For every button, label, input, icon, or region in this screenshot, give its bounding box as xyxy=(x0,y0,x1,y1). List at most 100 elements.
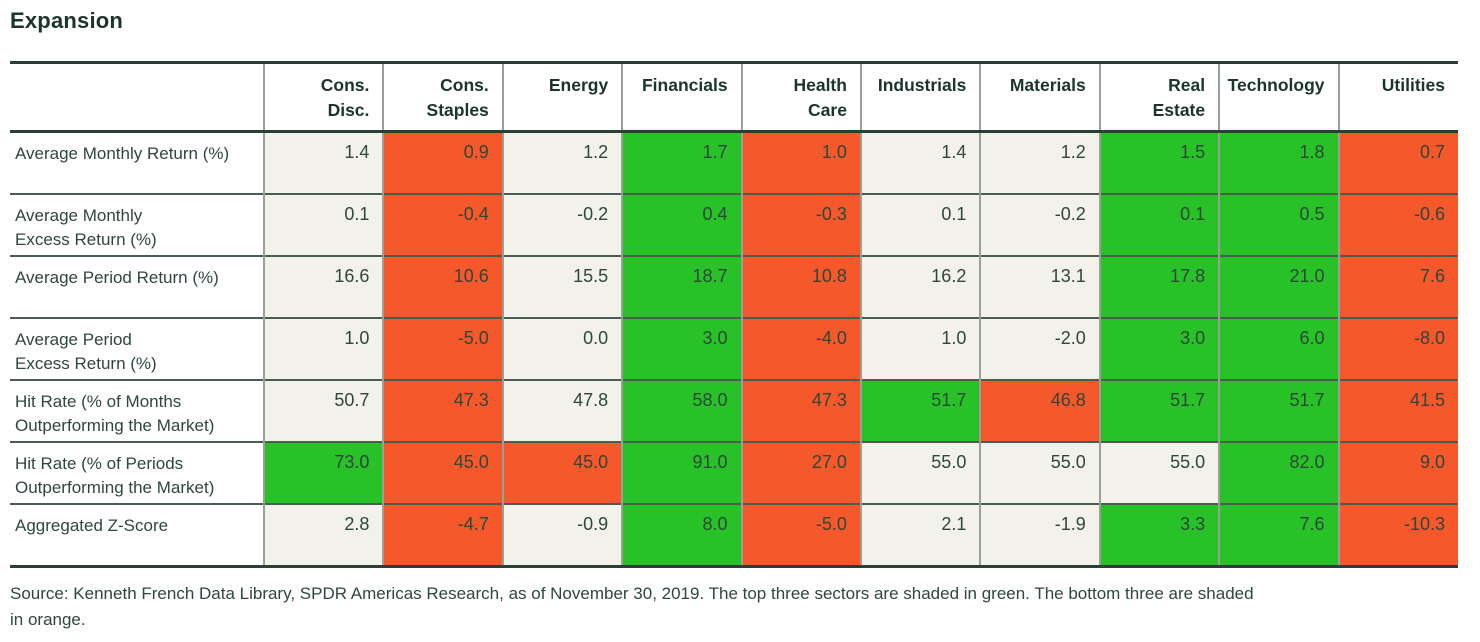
value-cell: 1.0 xyxy=(262,317,384,380)
value-cell: 55.0 xyxy=(979,441,1100,504)
table-row: Average Period Return (%) 16.6 10.6 15.5 18.… xyxy=(10,255,1458,318)
value-cell: 47.3 xyxy=(740,379,861,442)
column-header: Materials xyxy=(979,62,1100,133)
value-cell: 16.2 xyxy=(859,255,981,318)
row-label: Average Period Excess Return (%) xyxy=(10,317,264,380)
column-header: Real Estate xyxy=(1098,62,1220,133)
value-cell: 55.0 xyxy=(859,441,981,504)
value-cell: 18.7 xyxy=(621,255,742,318)
table-row: Average Monthly Return (%) 1.4 0.9 1.2 1.7 1.… xyxy=(10,131,1458,194)
value-cell: 1.7 xyxy=(621,131,742,194)
value-cell: -0.6 xyxy=(1337,193,1458,256)
value-cell: 0.5 xyxy=(1218,193,1339,256)
value-cell: 45.0 xyxy=(382,441,503,504)
table-row: Average Period Excess Return (%) 1.0 -5.0 0… xyxy=(10,317,1458,380)
column-header: Financials xyxy=(621,62,742,133)
value-cell: -0.9 xyxy=(501,503,623,567)
value-cell: 58.0 xyxy=(621,379,742,442)
value-cell: 1.0 xyxy=(859,317,981,380)
value-cell: 6.0 xyxy=(1218,317,1339,380)
value-cell: 0.7 xyxy=(1337,131,1458,194)
value-cell: 82.0 xyxy=(1218,441,1339,504)
value-cell: 3.0 xyxy=(621,317,742,380)
value-cell: 1.4 xyxy=(859,131,981,194)
column-header: Utilities xyxy=(1337,62,1458,133)
value-cell: 13.1 xyxy=(979,255,1100,318)
value-cell: -2.0 xyxy=(979,317,1100,380)
value-cell: -0.2 xyxy=(979,193,1100,256)
value-cell: 0.1 xyxy=(1098,193,1220,256)
value-cell: 0.9 xyxy=(382,131,503,194)
table-row: Hit Rate (% of Periods Outperforming the… xyxy=(10,441,1458,504)
value-cell: 47.8 xyxy=(501,379,623,442)
source-note: Source: Kenneth French Data Library, SPD… xyxy=(10,584,1254,629)
value-cell: 1.2 xyxy=(501,131,623,194)
value-cell: 0.1 xyxy=(859,193,981,256)
value-cell: -5.0 xyxy=(740,503,861,567)
value-cell: 41.5 xyxy=(1337,379,1458,442)
column-header: Cons. Disc. xyxy=(262,62,384,133)
value-cell: 91.0 xyxy=(621,441,742,504)
table-row: Average Monthly Excess Return (%) 0.1 -0.4… xyxy=(10,193,1458,256)
column-header: Industrials xyxy=(859,62,981,133)
table-row: Aggregated Z-Score 2.8 -4.7 -0.9 8.0 -5.0 2.1-… xyxy=(10,503,1458,567)
value-cell: 7.6 xyxy=(1337,255,1458,318)
value-cell: 2.8 xyxy=(262,503,384,567)
table-header: Cons. Disc. Cons. Staples Energy Financials… xyxy=(10,62,1458,133)
table-row: Hit Rate (% of Months Outperforming the … xyxy=(10,379,1458,442)
value-cell: 45.0 xyxy=(501,441,623,504)
value-cell: -5.0 xyxy=(382,317,503,380)
row-label: Average Monthly Return (%) xyxy=(10,131,264,194)
column-header: Cons. Staples xyxy=(382,62,503,133)
value-cell: 8.0 xyxy=(621,503,742,567)
value-cell: 9.0 xyxy=(1337,441,1458,504)
value-cell: 46.8 xyxy=(979,379,1100,442)
value-cell: 1.8 xyxy=(1218,131,1339,194)
table-body: Average Monthly Return (%) 1.4 0.9 1.2 1.7 1.… xyxy=(10,131,1458,567)
value-cell: 0.0 xyxy=(501,317,623,380)
value-cell: 1.0 xyxy=(740,131,861,194)
value-cell: 10.6 xyxy=(382,255,503,318)
value-cell: -0.4 xyxy=(382,193,503,256)
column-header-row: Cons. Disc. Cons. Staples Energy Financials… xyxy=(10,62,1458,133)
column-header: Energy xyxy=(501,62,623,133)
value-cell: 7.6 xyxy=(1218,503,1339,567)
column-header: Technology xyxy=(1218,62,1339,133)
value-cell: -1.9 xyxy=(979,503,1100,567)
column-header: Health Care xyxy=(740,62,861,133)
value-cell: 51.7 xyxy=(1098,379,1220,442)
page-title: Expansion xyxy=(10,8,124,33)
value-cell: 1.5 xyxy=(1098,131,1220,194)
row-label: Aggregated Z-Score xyxy=(10,503,264,567)
value-cell: -10.3 xyxy=(1337,503,1458,567)
value-cell: 0.4 xyxy=(621,193,742,256)
row-label: Average Period Return (%) xyxy=(10,255,264,318)
corner-cell xyxy=(10,62,264,133)
value-cell: 21.0 xyxy=(1218,255,1339,318)
value-cell: -8.0 xyxy=(1337,317,1458,380)
value-cell: 0.1 xyxy=(262,193,384,256)
value-cell: 10.8 xyxy=(740,255,861,318)
value-cell: 16.6 xyxy=(262,255,384,318)
value-cell: -0.3 xyxy=(740,193,861,256)
row-label: Hit Rate (% of Periods Outperforming the… xyxy=(10,441,264,504)
value-cell: 51.7 xyxy=(1218,379,1339,442)
sector-table: Cons. Disc. Cons. Staples Energy Financials… xyxy=(10,61,1458,568)
value-cell: 50.7 xyxy=(262,379,384,442)
value-cell: -4.0 xyxy=(740,317,861,380)
value-cell: -0.2 xyxy=(501,193,623,256)
value-cell: -4.7 xyxy=(382,503,503,567)
value-cell: 1.4 xyxy=(262,131,384,194)
value-cell: 47.3 xyxy=(382,379,503,442)
value-cell: 51.7 xyxy=(859,379,981,442)
value-cell: 3.0 xyxy=(1098,317,1220,380)
value-cell: 3.3 xyxy=(1098,503,1220,567)
value-cell: 17.8 xyxy=(1098,255,1220,318)
value-cell: 27.0 xyxy=(740,441,861,504)
value-cell: 55.0 xyxy=(1098,441,1220,504)
row-label: Hit Rate (% of Months Outperforming the … xyxy=(10,379,264,442)
value-cell: 15.5 xyxy=(501,255,623,318)
row-label: Average Monthly Excess Return (%) xyxy=(10,193,264,256)
value-cell: 1.2 xyxy=(979,131,1100,194)
